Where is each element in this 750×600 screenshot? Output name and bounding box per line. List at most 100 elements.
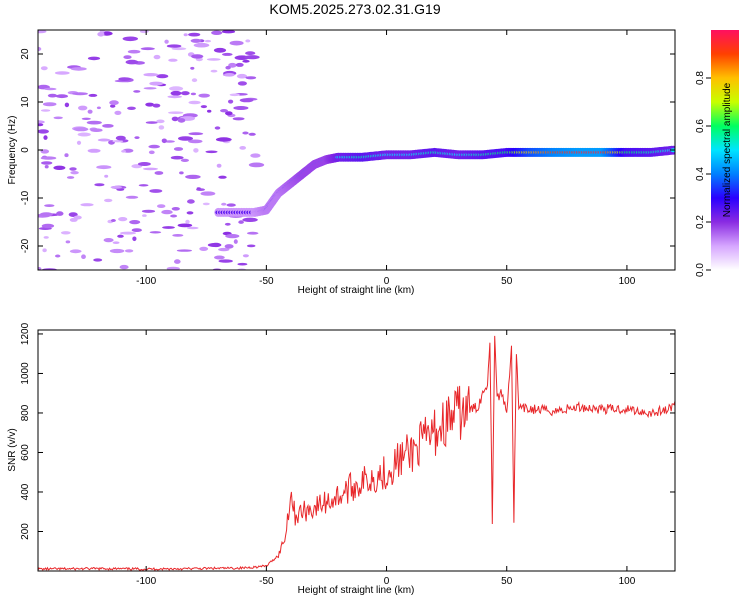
snr-y-tick-label: 1000 [20,362,31,385]
noise-speckle [143,87,157,90]
noise-speckle [77,132,91,137]
noise-speckle [218,259,233,263]
noise-speckle [112,241,120,244]
noise-speckle [76,140,82,145]
noise-speckle [118,217,128,222]
noise-speckle [140,47,155,51]
noise-speckle [102,124,114,128]
noise-speckle [161,138,167,144]
noise-speckle [246,231,259,235]
noise-speckle [246,244,256,248]
noise-speckle [176,249,192,252]
noise-speckle [54,71,70,75]
noise-speckle [171,116,179,122]
noise-speckle [177,223,193,228]
noise-speckle [179,171,184,175]
heatmap-x-tick-label: -50 [259,276,274,287]
noise-speckle [120,231,136,235]
noise-speckle [87,56,101,61]
colorbar-tick-label: 0.6 [695,119,706,133]
noise-speckle [166,266,180,270]
noise-speckle [115,135,126,141]
noise-speckle [44,204,55,208]
heatmap-y-axis-label: Frequency (Hz) [7,116,18,185]
noise-speckle [224,222,231,226]
colorbar: 0.0 0.2 0.4 0.6 0.8 Normalized spectral ampl… [695,30,739,277]
noise-speckle [235,62,244,67]
noise-speckle [97,32,105,37]
heatmap-marks [38,30,675,270]
noise-speckle [228,62,237,68]
noise-speckle [229,40,244,46]
noise-speckle [56,211,64,216]
noise-speckle [225,111,233,116]
noise-speckle [188,132,204,136]
noise-speckle [125,195,139,199]
heatmap-y-tick-label: -10 [20,190,31,205]
noise-speckle [53,116,63,120]
noise-speckle [86,120,102,125]
colorbar-tick-label: 0.0 [695,263,706,277]
noise-speckle [122,36,138,42]
noise-speckle [41,161,53,165]
noise-speckle [104,198,113,203]
heatmap-x-axis-label: Height of straight line (km) [298,285,415,296]
noise-speckle [149,231,162,234]
noise-speckle [96,165,112,170]
snr-x-tick-label: 0 [384,576,390,587]
noise-speckle [169,86,184,91]
noise-speckle [39,212,53,217]
noise-speckle [148,144,160,149]
noise-speckle [80,203,94,207]
noise-speckle [200,105,207,109]
noise-speckle [43,236,49,239]
noise-speckle [228,99,234,104]
noise-speckle [149,81,164,86]
noise-speckle [104,174,109,178]
noise-speckle [225,234,240,239]
heatmap-y-tick-label: 20 [20,48,31,60]
noise-speckle [60,231,71,235]
noise-speckle [215,137,232,142]
noise-speckle [221,30,236,34]
noise-speckle [245,76,257,80]
noise-speckle [42,102,57,107]
noise-speckle [188,139,203,144]
noise-speckle [206,58,221,61]
snr-y-tick-label: 1200 [20,322,31,345]
noise-speckle [40,156,57,160]
noise-speckle [114,110,122,115]
noise-speckle [164,39,169,44]
noise-speckle [156,119,165,124]
colorbar-tick-label: 0.2 [695,215,706,229]
noise-speckle [191,54,204,59]
heatmap-y-tick-label: 10 [20,96,31,108]
noise-speckle [178,136,193,141]
noise-speckle [69,167,77,171]
noise-speckle [185,174,201,179]
noise-speckle [225,65,231,70]
noise-speckle [117,234,124,238]
noise-speckle [148,150,155,155]
noise-speckle [143,167,158,171]
noise-speckle [145,102,155,107]
noise-speckle [93,258,103,262]
noise-speckle [55,254,61,258]
noise-speckle [88,93,98,97]
noise-speckle [94,183,105,187]
noise-speckle [112,140,124,143]
snr-y-tick-label: 600 [20,444,31,461]
noise-speckle [193,148,199,153]
noise-speckle [242,254,249,258]
noise-speckle [103,238,114,243]
noise-speckle [174,259,181,264]
noise-speckle [118,77,131,81]
heatmap-y-tick-label: -20 [20,238,31,253]
noise-speckle [207,109,212,113]
noise-speckle [216,163,222,168]
noise-speckle [73,215,82,220]
noise-speckle [64,102,70,108]
noise-speckle [205,150,218,154]
noise-speckle [109,100,119,106]
noise-speckle [168,58,178,62]
